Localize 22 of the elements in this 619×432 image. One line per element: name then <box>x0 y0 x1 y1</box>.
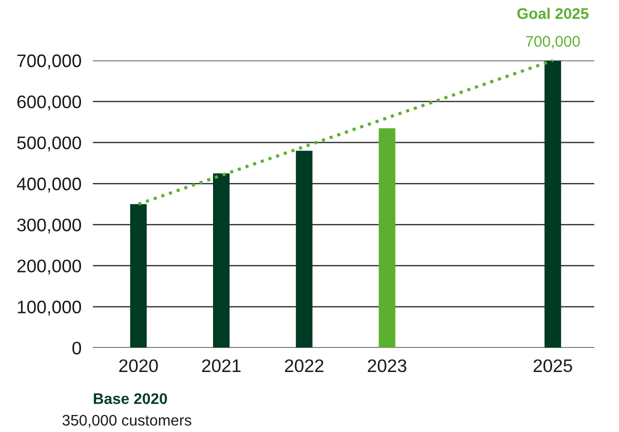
y-tick-label: 200,000 <box>17 260 82 275</box>
y-tick-label: 100,000 <box>18 300 82 316</box>
y-tick-label: 300,000 <box>17 218 82 234</box>
bar <box>213 173 230 348</box>
bar <box>130 204 147 348</box>
x-tick-label: 2021 <box>202 359 241 372</box>
bar <box>296 150 312 348</box>
x-tick-label: 2020 <box>119 359 158 372</box>
x-tick-label: 2025 <box>534 359 572 372</box>
annotation: Goal 2025 <box>517 8 588 19</box>
y-tick-label: 500,000 <box>17 136 82 152</box>
y-tick-label: 400,000 <box>16 178 82 192</box>
text: Base 2020 <box>94 393 167 404</box>
annotation: 700,000 <box>526 36 580 49</box>
y-tick-label: 700,000 <box>17 54 82 70</box>
y-tick-label: 600,000 <box>17 95 82 110</box>
y-tick-label: 0 <box>72 342 82 354</box>
bar <box>378 128 396 348</box>
text: 350,000 customers <box>62 414 192 428</box>
bar <box>544 60 562 348</box>
x-tick-label: 2023 <box>368 359 406 372</box>
x-tick-label: 2022 <box>285 359 324 372</box>
